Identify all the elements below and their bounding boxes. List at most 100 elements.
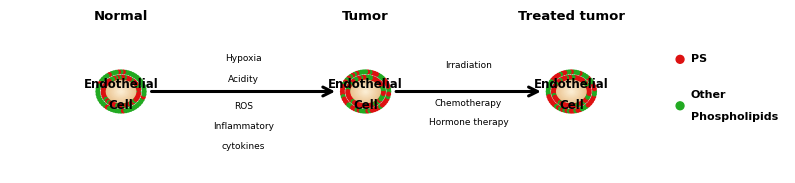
Circle shape: [139, 79, 142, 83]
Ellipse shape: [107, 81, 134, 102]
Circle shape: [119, 104, 122, 108]
Circle shape: [363, 104, 366, 108]
Circle shape: [588, 92, 591, 95]
Circle shape: [142, 87, 145, 91]
Text: Cell: Cell: [353, 99, 378, 112]
Circle shape: [382, 92, 385, 95]
Circle shape: [364, 109, 367, 113]
Circle shape: [386, 85, 390, 88]
Text: Normal: Normal: [94, 10, 148, 23]
Circle shape: [351, 106, 355, 109]
Circle shape: [131, 73, 134, 76]
Circle shape: [122, 76, 126, 79]
Circle shape: [571, 75, 575, 79]
Ellipse shape: [120, 91, 122, 92]
Circle shape: [347, 84, 351, 87]
Circle shape: [114, 103, 118, 107]
Ellipse shape: [109, 82, 134, 101]
Circle shape: [580, 102, 583, 105]
Circle shape: [112, 108, 116, 112]
Circle shape: [362, 109, 365, 113]
Circle shape: [110, 108, 114, 111]
Circle shape: [591, 97, 595, 101]
Text: Cell: Cell: [559, 99, 584, 112]
Circle shape: [142, 92, 145, 96]
Ellipse shape: [351, 80, 380, 103]
Circle shape: [347, 86, 351, 89]
Circle shape: [121, 104, 125, 108]
Circle shape: [551, 101, 555, 105]
Circle shape: [380, 84, 384, 87]
Circle shape: [568, 70, 571, 74]
Circle shape: [378, 81, 382, 85]
Circle shape: [373, 108, 376, 111]
Circle shape: [346, 92, 350, 95]
Circle shape: [370, 71, 374, 74]
Ellipse shape: [559, 82, 584, 101]
Ellipse shape: [112, 84, 130, 99]
Circle shape: [587, 86, 591, 89]
Circle shape: [554, 82, 558, 86]
Circle shape: [676, 102, 684, 110]
Circle shape: [114, 70, 118, 74]
Circle shape: [374, 102, 377, 105]
Ellipse shape: [117, 88, 126, 95]
Circle shape: [131, 107, 134, 110]
Circle shape: [551, 78, 555, 82]
Circle shape: [381, 76, 384, 80]
Circle shape: [96, 87, 100, 91]
Circle shape: [110, 72, 114, 75]
Text: ROS: ROS: [234, 102, 253, 111]
Circle shape: [565, 70, 568, 74]
Circle shape: [367, 104, 370, 107]
Circle shape: [582, 100, 586, 103]
Circle shape: [563, 76, 567, 80]
Circle shape: [387, 87, 390, 91]
Circle shape: [114, 109, 118, 113]
Circle shape: [379, 82, 382, 86]
Circle shape: [588, 78, 591, 82]
Circle shape: [131, 100, 135, 104]
Circle shape: [107, 100, 111, 104]
Circle shape: [118, 75, 121, 79]
Circle shape: [126, 103, 130, 107]
Circle shape: [574, 109, 577, 113]
Ellipse shape: [349, 78, 382, 105]
Circle shape: [553, 103, 556, 107]
Circle shape: [99, 79, 103, 83]
Circle shape: [372, 77, 375, 81]
Circle shape: [138, 102, 141, 106]
Circle shape: [553, 76, 556, 80]
Circle shape: [347, 94, 351, 97]
Circle shape: [569, 109, 573, 113]
Circle shape: [592, 85, 595, 88]
Text: Other: Other: [691, 90, 727, 100]
Text: Tumor: Tumor: [342, 10, 389, 23]
Circle shape: [358, 103, 361, 107]
Circle shape: [369, 76, 372, 80]
Circle shape: [343, 82, 346, 86]
Circle shape: [548, 82, 552, 86]
Text: cytokines: cytokines: [222, 141, 265, 151]
Circle shape: [547, 95, 551, 98]
Circle shape: [119, 70, 122, 74]
Circle shape: [353, 101, 356, 104]
Circle shape: [356, 102, 359, 106]
Circle shape: [99, 100, 103, 104]
Circle shape: [380, 96, 384, 99]
Ellipse shape: [118, 89, 125, 94]
Circle shape: [568, 104, 572, 108]
Circle shape: [142, 95, 145, 99]
Circle shape: [561, 102, 565, 106]
Circle shape: [109, 78, 113, 82]
Ellipse shape: [363, 90, 368, 93]
Circle shape: [130, 101, 133, 105]
Circle shape: [555, 105, 558, 108]
Circle shape: [126, 76, 130, 80]
Circle shape: [101, 77, 105, 81]
Circle shape: [590, 80, 593, 84]
Circle shape: [374, 107, 378, 111]
Circle shape: [102, 88, 105, 91]
Circle shape: [355, 72, 359, 75]
Circle shape: [122, 70, 125, 74]
